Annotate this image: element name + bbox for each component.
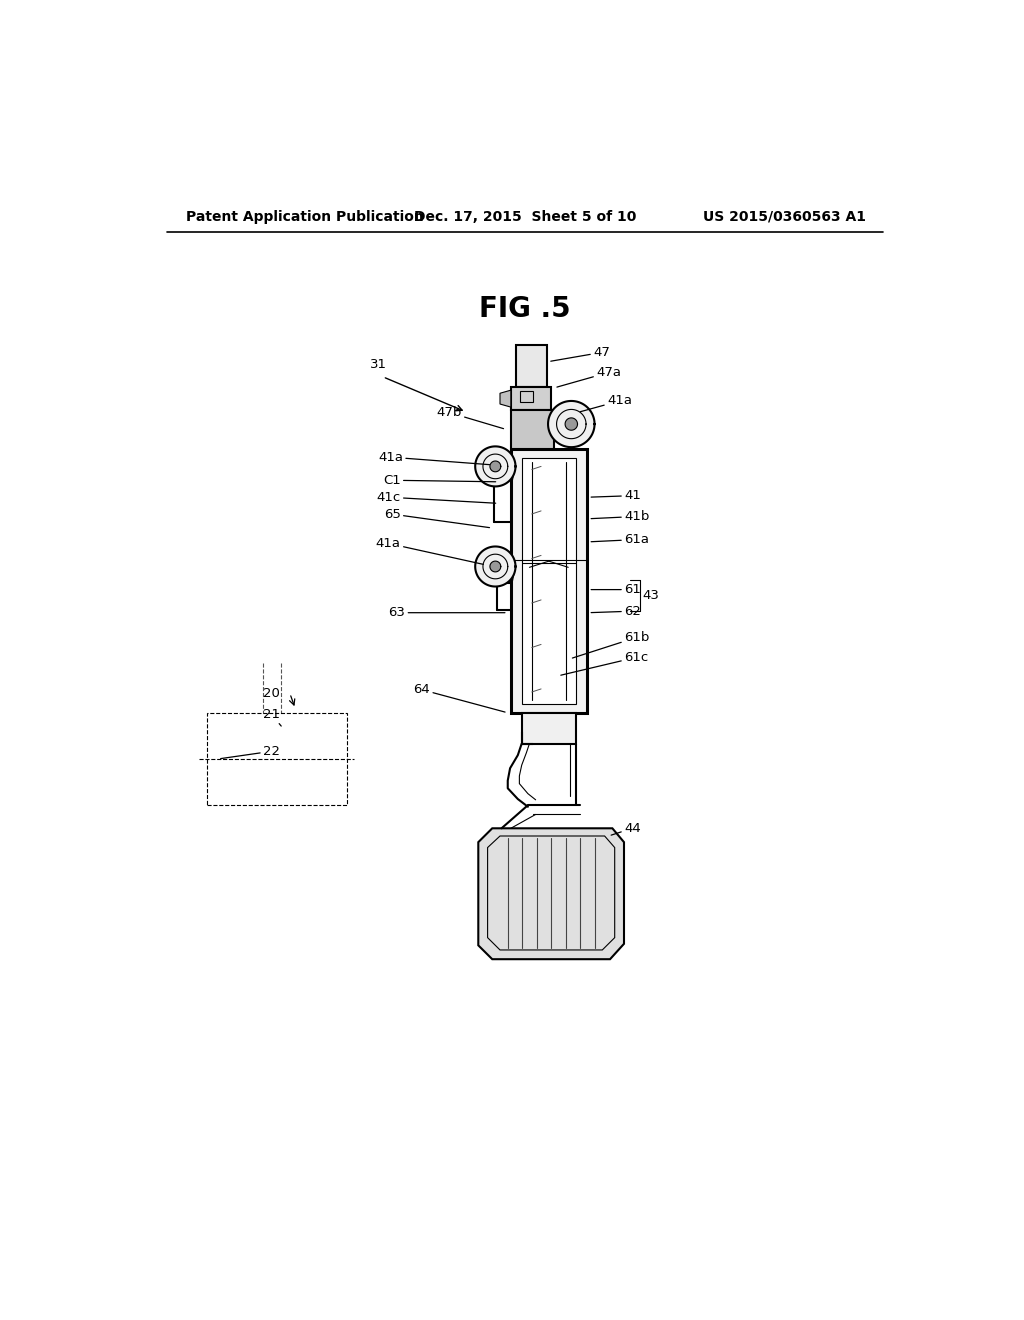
Text: 64: 64 xyxy=(414,684,505,711)
Polygon shape xyxy=(475,446,515,486)
Text: 41b: 41b xyxy=(591,510,649,523)
Text: 41: 41 xyxy=(591,490,641,502)
Polygon shape xyxy=(565,418,578,430)
Text: US 2015/0360563 A1: US 2015/0360563 A1 xyxy=(702,210,866,224)
Polygon shape xyxy=(500,391,511,407)
Text: 41c: 41c xyxy=(377,491,496,504)
Text: 61: 61 xyxy=(591,583,641,597)
Polygon shape xyxy=(521,713,575,743)
Polygon shape xyxy=(515,345,547,387)
Text: 31: 31 xyxy=(370,358,387,371)
Text: Dec. 17, 2015  Sheet 5 of 10: Dec. 17, 2015 Sheet 5 of 10 xyxy=(414,210,636,224)
Text: 41a: 41a xyxy=(378,450,489,465)
Text: 61c: 61c xyxy=(561,651,648,676)
Text: 63: 63 xyxy=(388,606,505,619)
Polygon shape xyxy=(511,387,551,411)
Text: 22: 22 xyxy=(220,744,280,759)
Polygon shape xyxy=(548,401,595,447)
Text: 47: 47 xyxy=(551,346,610,362)
Polygon shape xyxy=(489,561,501,572)
Polygon shape xyxy=(521,458,575,704)
Text: 41a: 41a xyxy=(376,537,483,565)
Text: 62: 62 xyxy=(591,605,641,618)
Polygon shape xyxy=(511,411,554,449)
Text: 47a: 47a xyxy=(557,366,622,387)
Text: FIG .5: FIG .5 xyxy=(479,294,570,322)
Polygon shape xyxy=(478,829,624,960)
Text: C1: C1 xyxy=(383,474,496,487)
Text: Patent Application Publication: Patent Application Publication xyxy=(186,210,424,224)
Text: 20: 20 xyxy=(263,686,280,700)
Polygon shape xyxy=(475,546,515,586)
Text: 43: 43 xyxy=(643,589,659,602)
Polygon shape xyxy=(489,461,501,471)
Text: 44: 44 xyxy=(611,822,641,836)
Text: 41a: 41a xyxy=(581,395,632,412)
Text: 61a: 61a xyxy=(591,533,649,546)
Polygon shape xyxy=(511,449,587,713)
Text: 61b: 61b xyxy=(572,631,649,659)
Bar xyxy=(207,713,346,805)
Text: 65: 65 xyxy=(384,508,489,528)
Text: 47b: 47b xyxy=(436,407,504,429)
Text: 21: 21 xyxy=(263,708,282,726)
